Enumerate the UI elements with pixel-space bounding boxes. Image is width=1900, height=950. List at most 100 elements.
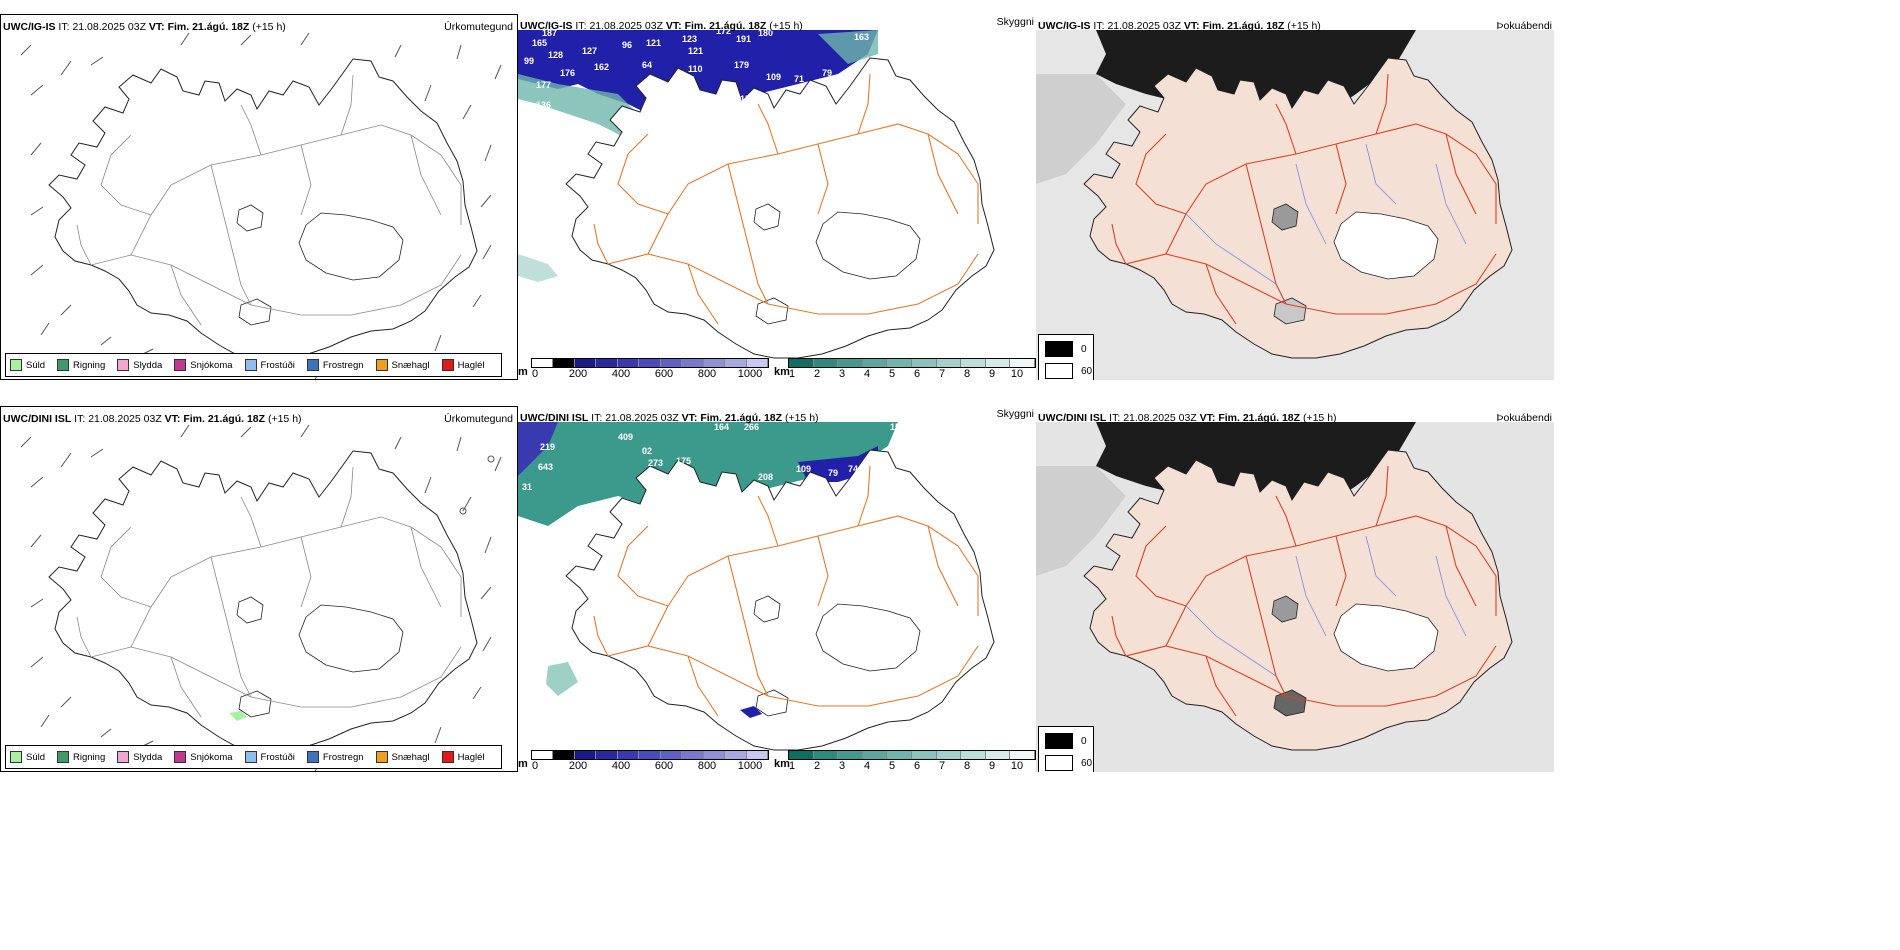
- legend-item: 60: [1045, 755, 1093, 771]
- visibility-label: 79: [822, 68, 832, 78]
- cloud-base-colorbar: m 0 200 400 600 800 1000: [518, 358, 770, 380]
- colorbar-tick: 8: [963, 760, 971, 772]
- legend-swatch: [117, 359, 130, 371]
- legend-item-snaehagl: Snæhagl: [375, 359, 430, 371]
- station-marker: [487, 455, 495, 463]
- colorbar-tick: 1: [788, 368, 796, 380]
- visibility-label: 64: [642, 60, 652, 70]
- legend-item: 60: [1045, 363, 1093, 379]
- colorbar-tick: 800: [697, 368, 717, 380]
- panel-title: UWC/DINI ISL IT: 21.08.2025 03Z VT: Fim.…: [520, 412, 819, 424]
- legend-swatch: [174, 359, 187, 371]
- visibility-map-igis: 187 165 128 127 96 121 123 121 172 191 1…: [518, 26, 995, 359]
- visibility-label: 74: [848, 464, 858, 474]
- colorbar-tick: 8: [963, 368, 971, 380]
- visibility-label: 409: [618, 432, 633, 442]
- legend-swatch: [375, 359, 388, 371]
- fog-index-legend: 0 60: [1038, 726, 1094, 772]
- legend-swatch: [375, 751, 388, 763]
- panel-title: UWC/DINI ISL IT: 21.08.2025 03Z VT: Fim.…: [3, 413, 302, 425]
- visibility-label: 164: [714, 422, 729, 432]
- legend-swatch: [1045, 755, 1073, 771]
- colorbar-tick: 200: [568, 760, 588, 772]
- legend-swatch: [306, 751, 319, 763]
- colorbar-tick: 9: [988, 760, 996, 772]
- colorbar-unit: km: [774, 366, 790, 378]
- low-cloud-area: [740, 706, 762, 718]
- colorbar-tick: 7: [938, 760, 946, 772]
- visibility-label: 266: [744, 422, 759, 432]
- panel-title: UWC/IG-IS IT: 21.08.2025 03Z VT: Fim. 21…: [1038, 20, 1321, 32]
- panel-igis-fog-index: UWC/IG-IS IT: 21.08.2025 03Z VT: Fim. 21…: [1036, 14, 1554, 380]
- fog-index-legend: 0 60: [1038, 334, 1094, 380]
- panel-parameter-label: Úrkomutegund: [444, 413, 513, 425]
- visibility-label: 331: [674, 518, 689, 528]
- visibility-label: 273: [648, 458, 663, 468]
- visibility-label: 128: [548, 50, 563, 60]
- visibility-label: 187: [542, 28, 557, 38]
- legend-swatch: [441, 359, 454, 371]
- colorbar-strip: [531, 750, 769, 760]
- colorbar-tick: 5: [888, 760, 896, 772]
- legend-swatch: [244, 751, 257, 763]
- visibility-map-dini: 164 266 155 409 02 219 175 273 219 208 1…: [518, 422, 995, 751]
- legend-item-rigning: Rigning: [57, 359, 105, 371]
- panel-igis-precip-type: UWC/IG-IS IT: 21.08.2025 03Z VT: Fim. 21…: [0, 14, 518, 380]
- colorbar-tick: 4: [863, 368, 871, 380]
- visibility-label: 177: [536, 80, 551, 90]
- colorbar-tick: 600: [654, 760, 674, 772]
- panel-dini-precip-type: UWC/DINI ISL IT: 21.08.2025 03Z VT: Fim.…: [0, 406, 518, 772]
- colorbar-tick: 4: [863, 760, 871, 772]
- visibility-fog-area: [518, 254, 558, 282]
- legend-swatch: [10, 359, 22, 371]
- legend-item-frostudi: Frostúði: [244, 359, 295, 371]
- colorbar-tick: 10: [1010, 760, 1024, 772]
- colorbar-tick: 0: [531, 760, 539, 772]
- legend-item-haglel: Haglél: [441, 359, 485, 371]
- visibility-label: 79: [828, 468, 838, 478]
- panel-igis-visibility: UWC/IG-IS IT: 21.08.2025 03Z VT: Fim. 21…: [518, 14, 1036, 380]
- legend-swatch: [117, 751, 130, 763]
- colorbar-tick: 5: [888, 368, 896, 380]
- legend-swatch: [244, 359, 257, 371]
- visibility-label: 123: [682, 34, 697, 44]
- legend-item-frostudi: Frostúði: [244, 751, 295, 763]
- visibility-colorbar: km 1 2 3 4 5 6 7 8 9 10: [774, 750, 1036, 772]
- legend-swatch: [57, 751, 70, 763]
- colorbar-tick: 9: [988, 368, 996, 380]
- colorbar-tick: 6: [913, 760, 921, 772]
- visibility-label: 155: [890, 422, 905, 432]
- legend-swatch: [1045, 363, 1073, 379]
- precip-type-legend: Súld Rigning Slydda Snjókoma Frostúði Fr…: [5, 353, 502, 377]
- cloud-base-colorbar: m 0 200 400 600 800 1000: [518, 750, 770, 772]
- panel-parameter-label: Þokuábendi: [1496, 20, 1552, 32]
- fog-index-map-dini: [1036, 422, 1554, 772]
- colorbar-tick: 7: [938, 368, 946, 380]
- visibility-label: 162: [594, 62, 609, 72]
- legend-item-rigning: Rigning: [57, 751, 105, 763]
- visibility-label: 643: [538, 462, 553, 472]
- visibility-label: 99: [524, 56, 534, 66]
- visibility-label: 175: [676, 456, 691, 466]
- colorbar-tick: 600: [654, 368, 674, 380]
- panel-title: UWC/IG-IS IT: 21.08.2025 03Z VT: Fim. 21…: [3, 21, 286, 33]
- low-cloud-area: [518, 422, 558, 476]
- colorbar-tick: 2: [813, 760, 821, 772]
- legend-swatch: [57, 359, 70, 371]
- panel-parameter-label: Þokuábendi: [1496, 412, 1552, 424]
- visibility-label: 31: [522, 482, 532, 492]
- legend-swatch: [10, 751, 22, 763]
- colorbar-tick: 3: [838, 760, 846, 772]
- legend-swatch: [1045, 341, 1073, 357]
- legend-item-snjokoma: Snjókoma: [174, 359, 233, 371]
- visibility-label: 136: [536, 100, 551, 110]
- drizzle-area: [229, 711, 247, 721]
- visibility-label: 180: [758, 28, 773, 38]
- colorbar-tick: 10: [1010, 368, 1024, 380]
- visibility-colorbar: km 1 2 3 4 5 6 7 8 9 10: [774, 358, 1036, 380]
- legend-item-snaehagl: Snæhagl: [375, 751, 430, 763]
- visibility-label: 71: [794, 74, 804, 84]
- fog-gray-area: [1036, 466, 1126, 576]
- legend-swatch: [441, 751, 454, 763]
- visibility-label: 109: [796, 464, 811, 474]
